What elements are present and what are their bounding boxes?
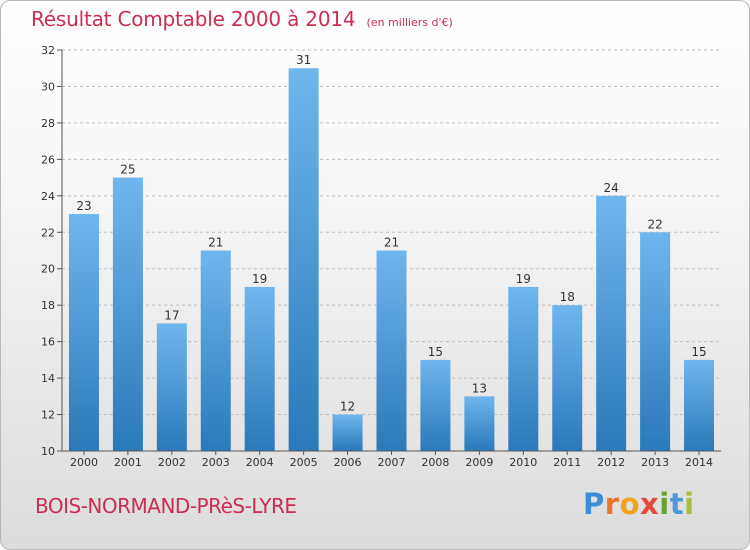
y-tick-label-28: 28 bbox=[41, 117, 55, 130]
bar-2009 bbox=[464, 396, 495, 451]
bar-2004 bbox=[244, 286, 275, 451]
logo-letter: P bbox=[583, 487, 605, 521]
y-tick-label-10: 10 bbox=[41, 445, 55, 458]
bar-2000 bbox=[68, 214, 99, 451]
data-label-2011: 18 bbox=[560, 290, 575, 304]
x-tick-label-2008: 2008 bbox=[421, 456, 449, 469]
data-label-2014: 15 bbox=[691, 345, 706, 359]
x-tick-label-2011: 2011 bbox=[553, 456, 581, 469]
x-tick-label-2010: 2010 bbox=[509, 456, 537, 469]
logo-letter: r bbox=[604, 487, 620, 521]
data-label-2000: 23 bbox=[76, 199, 91, 213]
logo-letter: o bbox=[619, 487, 641, 521]
logo-letter: i bbox=[659, 487, 670, 521]
y-tick-label-18: 18 bbox=[41, 299, 55, 312]
y-tick-label-32: 32 bbox=[41, 44, 55, 57]
bar-2002 bbox=[156, 323, 187, 451]
data-label-2001: 25 bbox=[120, 163, 135, 177]
bar-2013 bbox=[640, 232, 671, 451]
data-label-2010: 19 bbox=[516, 272, 531, 286]
x-tick-label-2006: 2006 bbox=[334, 456, 362, 469]
bar-2003 bbox=[200, 250, 231, 451]
proxiti-logo: Proxiti bbox=[583, 487, 695, 521]
y-tick-label-12: 12 bbox=[41, 409, 55, 422]
bar-2014 bbox=[684, 359, 715, 451]
logo-letter: t bbox=[669, 487, 685, 521]
bar-2010 bbox=[508, 286, 539, 451]
bar-2011 bbox=[552, 305, 583, 451]
bar-2001 bbox=[112, 177, 143, 451]
bars: 23 25 17 21 19 31 12 21 15 13 19 18 24 22 15 bbox=[68, 53, 715, 452]
data-label-2008: 15 bbox=[428, 345, 443, 359]
x-tick-label-2001: 2001 bbox=[114, 456, 142, 469]
x-tick-label-2009: 2009 bbox=[465, 456, 493, 469]
y-tick-label-22: 22 bbox=[41, 226, 55, 239]
y-tick-label-20: 20 bbox=[41, 263, 55, 276]
bar-2012 bbox=[596, 195, 627, 451]
x-tick-label-2013: 2013 bbox=[641, 456, 669, 469]
chart-title: Résultat Comptable 2000 à 2014 bbox=[31, 7, 356, 31]
commune-name: BOIS-NORMAND-PRèS-LYRE bbox=[35, 494, 297, 518]
bar-2007 bbox=[376, 250, 407, 451]
data-label-2013: 22 bbox=[647, 217, 662, 231]
data-label-2002: 17 bbox=[164, 308, 179, 322]
data-label-2003: 21 bbox=[208, 236, 223, 250]
data-label-2012: 24 bbox=[604, 181, 619, 195]
bar-2005 bbox=[288, 68, 319, 452]
y-tick-label-14: 14 bbox=[41, 372, 55, 385]
logo-letter: i bbox=[684, 487, 695, 521]
x-tick-label-2004: 2004 bbox=[246, 456, 274, 469]
x-tick-label-2000: 2000 bbox=[70, 456, 98, 469]
x-tick-label-2012: 2012 bbox=[597, 456, 625, 469]
data-label-2009: 13 bbox=[472, 381, 487, 395]
data-label-2007: 21 bbox=[384, 236, 399, 250]
bar-2006 bbox=[332, 414, 363, 451]
x-tick-label-2007: 2007 bbox=[378, 456, 406, 469]
x-tick-label-2002: 2002 bbox=[158, 456, 186, 469]
chart-subtitle: (en milliers d'€) bbox=[366, 16, 453, 29]
logo-letter: x bbox=[640, 487, 660, 521]
x-tick-label-2014: 2014 bbox=[685, 456, 713, 469]
y-tick-label-24: 24 bbox=[41, 190, 55, 203]
y-tick-label-26: 26 bbox=[41, 153, 55, 166]
bar-2008 bbox=[420, 359, 451, 451]
y-tick-label-30: 30 bbox=[41, 80, 55, 93]
chart-title-row: Résultat Comptable 2000 à 2014 (en milli… bbox=[31, 7, 453, 31]
data-label-2006: 12 bbox=[340, 400, 355, 414]
y-tick-label-16: 16 bbox=[41, 336, 55, 349]
axes: 10 12 14 16 18 20 22 24 26 28 30 32 2000 2001 2002 2003… bbox=[41, 44, 721, 469]
x-tick-label-2005: 2005 bbox=[290, 456, 318, 469]
data-label-2004: 19 bbox=[252, 272, 267, 286]
data-label-2005: 31 bbox=[296, 53, 311, 67]
x-tick-label-2003: 2003 bbox=[202, 456, 230, 469]
